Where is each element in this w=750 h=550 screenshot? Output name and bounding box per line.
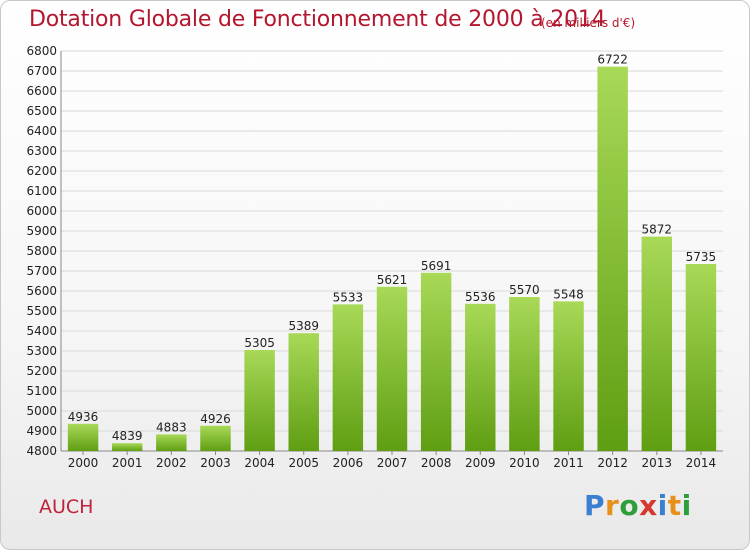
bar-2005 (288, 333, 319, 451)
commune-name: AUCH (39, 496, 94, 518)
y-tick-label: 5200 (26, 364, 57, 378)
x-tick-label-2000: 2000 (68, 456, 99, 470)
x-tick-label-2013: 2013 (642, 456, 673, 470)
data-label-2001: 4839 (112, 429, 143, 443)
proxiti-logo[interactable]: Proxiti (584, 489, 692, 522)
bar-2006 (332, 304, 364, 451)
y-tick-label: 5400 (26, 324, 57, 338)
data-label-2014: 5735 (686, 250, 717, 264)
y-tick-label: 5000 (26, 404, 57, 418)
y-tick-label: 4900 (26, 424, 57, 438)
x-tick-label-2005: 2005 (288, 456, 319, 470)
bar-2014 (685, 264, 717, 451)
data-label-2002: 4883 (156, 420, 187, 434)
y-tick-label: 5500 (26, 304, 57, 318)
y-tick-label: 6600 (26, 84, 57, 98)
bar-2010 (509, 297, 540, 451)
logo-letter: t (667, 489, 682, 522)
y-tick-label: 5900 (26, 224, 57, 238)
data-label-2006: 5533 (333, 290, 364, 304)
data-label-2010: 5570 (509, 283, 540, 297)
data-label-2009: 5536 (465, 290, 496, 304)
y-tick-label: 5100 (26, 384, 57, 398)
data-label-2004: 5305 (244, 336, 275, 350)
bar-2008 (420, 272, 452, 451)
unit-label: (en milliers d'€) (541, 16, 636, 30)
data-label-2012: 6722 (597, 53, 628, 67)
y-tick-label: 4800 (26, 444, 57, 458)
x-tick-label-2010: 2010 (509, 456, 540, 470)
data-labels: 4936 4839 4883 4926 5305 5389 5533 5621 5691 5536… (68, 53, 716, 444)
bar-2002 (156, 434, 187, 451)
bar-2007 (376, 286, 408, 451)
bar-2013 (641, 236, 673, 451)
y-tick-label: 6700 (26, 64, 57, 78)
y-tick-label: 5800 (26, 244, 57, 258)
x-tick-label-2008: 2008 (421, 456, 452, 470)
logo-letter: i (681, 489, 692, 522)
y-tick-label: 5700 (26, 264, 57, 278)
chart-title: Dotation Globale de Fonctionnement de 20… (29, 7, 606, 32)
y-tick-label: 6400 (26, 124, 57, 138)
logo-letter: P (584, 489, 606, 522)
logo-letter: r (605, 489, 620, 522)
data-label-2008: 5691 (421, 259, 452, 273)
bar-2000 (67, 423, 99, 451)
data-label-2013: 5872 (642, 223, 673, 237)
bar-2012 (597, 66, 628, 451)
bar-2004 (244, 350, 275, 451)
bars (67, 66, 717, 451)
y-tick-label: 5300 (26, 344, 57, 358)
bar-2009 (465, 303, 496, 451)
bar-2003 (200, 425, 231, 451)
data-label-2000: 4936 (68, 410, 99, 424)
bar-2011 (553, 301, 584, 451)
y-tick-label: 5600 (26, 284, 57, 298)
data-label-2011: 5548 (553, 287, 584, 301)
logo-letter: o (619, 489, 640, 522)
x-tick-label-2003: 2003 (200, 456, 231, 470)
data-label-2007: 5621 (377, 273, 408, 287)
y-tick-label: 6000 (26, 204, 57, 218)
data-label-2005: 5389 (288, 319, 319, 333)
x-tick-label-2006: 2006 (333, 456, 364, 470)
x-tick-label-2004: 2004 (244, 456, 275, 470)
logo-letter: x (639, 489, 658, 522)
x-tick-label-2001: 2001 (112, 456, 143, 470)
x-tick-label-2002: 2002 (156, 456, 187, 470)
bar-2001 (111, 443, 143, 451)
y-tick-labels: 4800 4900 5000 5100 5200 5300 5400 5500 5600 5700… (26, 44, 57, 458)
y-tick-label: 6200 (26, 164, 57, 178)
x-tick-label-2009: 2009 (465, 456, 496, 470)
x-tick-label-2011: 2011 (553, 456, 584, 470)
logo-letter: i (657, 489, 668, 522)
x-tick-labels: 2000 2001 2002 2003 2004 2005 2006 2007 2008 2009… (68, 456, 716, 470)
y-tick-label: 6500 (26, 104, 57, 118)
data-label-2003: 4926 (200, 412, 231, 426)
y-tick-label: 6300 (26, 144, 57, 158)
y-tick-label: 6100 (26, 184, 57, 198)
y-tick-label: 6800 (26, 44, 57, 58)
x-tick-label-2007: 2007 (377, 456, 408, 470)
x-tick-label-2012: 2012 (597, 456, 628, 470)
x-tick-label-2014: 2014 (686, 456, 717, 470)
